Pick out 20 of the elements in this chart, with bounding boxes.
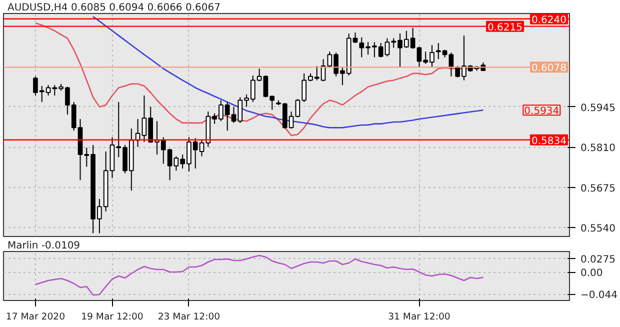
y-tick-label: −0.044 — [580, 290, 618, 301]
x-tick-label: 17 Mar 2020 — [6, 312, 66, 322]
y-tick-label: 0.00 — [580, 268, 603, 279]
ref-line-label: 0.6240 — [532, 14, 567, 26]
line-series — [34, 254, 484, 296]
line-series — [92, 16, 484, 128]
x-tick-label: 19 Mar 12:00 — [81, 312, 144, 322]
chart-title: AUDUSD,H4 0.6085 0.6094 0.6066 0.6067 — [8, 2, 220, 14]
ref-line-label: 0.6078 — [532, 63, 567, 74]
y-tick-label: 0.5945 — [580, 102, 616, 114]
y-tick-label: 0.5540 — [580, 224, 616, 235]
ref-line-label: 0.5834 — [532, 136, 567, 147]
x-tick-label: 23 Mar 12:00 — [158, 312, 220, 322]
x-tick-label: 31 Mar 12:00 — [388, 312, 450, 322]
y-tick-label: 0.5810 — [580, 143, 616, 154]
ref-line-label: 0.6215 — [488, 22, 523, 34]
text: 0.5934 — [524, 106, 560, 118]
y-tick-label: 0.0275 — [580, 254, 616, 266]
chart-title: Marlin -0.0109 — [8, 240, 80, 252]
y-tick-label: 0.5675 — [580, 183, 616, 194]
